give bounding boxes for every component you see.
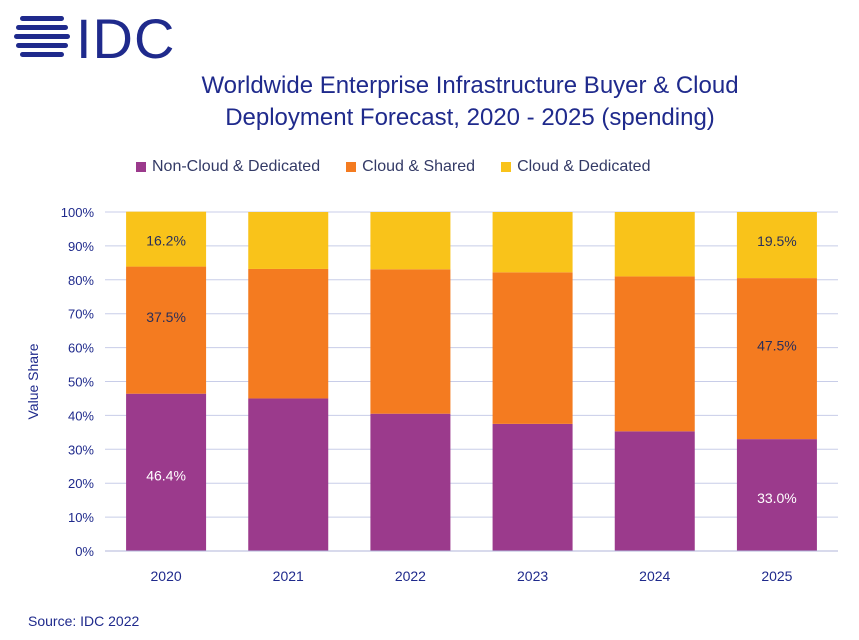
data-label: 19.5% bbox=[757, 233, 797, 249]
bar-segment bbox=[248, 398, 329, 551]
y-tick-label: 20% bbox=[68, 476, 94, 491]
x-tick-label: 2020 bbox=[151, 568, 182, 584]
bar-segment bbox=[126, 211, 207, 267]
chart-legend: Non-Cloud & Dedicated Cloud & Shared Clo… bbox=[136, 156, 650, 178]
bar-segment bbox=[126, 266, 207, 394]
x-tick-label: 2022 bbox=[395, 568, 426, 584]
idc-logo-lines-icon bbox=[14, 16, 70, 57]
x-tick-label: 2024 bbox=[639, 568, 670, 584]
bar-segment bbox=[614, 212, 695, 277]
bar-segment bbox=[736, 439, 817, 551]
y-tick-label: 70% bbox=[68, 307, 94, 322]
chart-title-line-1: Worldwide Enterprise Infrastructure Buye… bbox=[201, 72, 739, 99]
data-label: 33.0% bbox=[757, 490, 797, 506]
idc-logo-text: IDC bbox=[76, 8, 175, 64]
legend-swatch-non-cloud bbox=[136, 162, 146, 172]
bar-segment bbox=[370, 269, 451, 414]
idc-logo: IDC bbox=[14, 8, 175, 64]
bar-segment bbox=[614, 276, 695, 432]
y-tick-label: 30% bbox=[68, 442, 94, 457]
stacked-bar-chart: 0% 10% 20% 30% 40% 50% 60% 70% 80% 90% 100% Value S… bbox=[25, 205, 838, 584]
bar-segment bbox=[614, 431, 695, 551]
legend-label-cloud-dedicated: Cloud & Dedicated bbox=[517, 158, 651, 175]
bar-segment bbox=[248, 268, 329, 399]
chart-title: Worldwide Enterprise Infrastructure Buye… bbox=[150, 70, 790, 134]
legend-item-non-cloud: Non-Cloud & Dedicated bbox=[136, 158, 320, 176]
data-label: 47.5% bbox=[757, 338, 797, 354]
bar-segment bbox=[126, 393, 207, 551]
y-tick-label: 0% bbox=[75, 544, 94, 559]
y-tick-label: 90% bbox=[68, 239, 94, 254]
chart-title-line-2: Deployment Forecast, 2020 - 2025 (spendi… bbox=[225, 104, 715, 131]
legend-swatch-cloud-shared bbox=[346, 162, 357, 172]
bar-segment bbox=[248, 212, 329, 269]
y-tick-label: 40% bbox=[68, 408, 94, 423]
bar-segment bbox=[370, 413, 451, 551]
y-tick-label: 100% bbox=[61, 205, 95, 220]
y-tick-label: 80% bbox=[68, 273, 94, 288]
bar-segment bbox=[492, 272, 573, 424]
data-label: 16.2% bbox=[146, 233, 186, 249]
bar-segment bbox=[492, 423, 573, 551]
bar-segment bbox=[492, 212, 573, 273]
y-tick-label: 60% bbox=[68, 341, 94, 356]
legend-item-cloud-dedicated: Cloud & Dedicated bbox=[501, 158, 650, 176]
x-tick-label: 2023 bbox=[517, 568, 548, 584]
y-tick-label: 50% bbox=[68, 375, 94, 390]
x-tick-label: 2021 bbox=[273, 568, 304, 584]
legend-label-non-cloud: Non-Cloud & Dedicated bbox=[152, 158, 321, 175]
bar-segment bbox=[370, 212, 451, 270]
source-note: Source: IDC 2022 bbox=[28, 613, 140, 629]
data-label: 46.4% bbox=[146, 467, 186, 483]
x-tick-label: 2025 bbox=[761, 568, 792, 584]
bar-segment bbox=[736, 212, 817, 279]
data-label: 37.5% bbox=[146, 309, 186, 325]
y-tick-label: 10% bbox=[68, 510, 94, 525]
legend-label-cloud-shared: Cloud & Shared bbox=[362, 158, 476, 175]
legend-swatch-cloud-dedicated bbox=[501, 162, 512, 172]
y-axis-label: Value Share bbox=[25, 343, 41, 419]
legend-item-cloud-shared: Cloud & Shared bbox=[346, 158, 475, 176]
bar-segment bbox=[736, 278, 817, 440]
